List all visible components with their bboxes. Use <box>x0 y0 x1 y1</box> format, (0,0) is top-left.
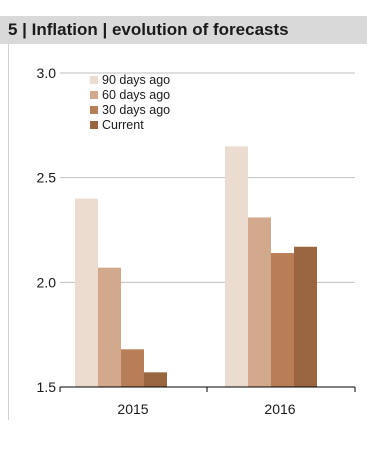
legend-label: 90 days ago <box>102 73 170 87</box>
y-tick-label: 3.0 <box>37 65 57 81</box>
bar-current-2016 <box>294 246 317 387</box>
y-tick-label: 1.5 <box>37 379 57 395</box>
legend-label: Current <box>102 118 144 132</box>
legend-swatch <box>90 76 98 84</box>
x-tick-label: 2015 <box>117 401 148 417</box>
bar-60-days-ago-2015 <box>98 267 121 387</box>
bar-30-days-ago-2015 <box>121 349 144 387</box>
x-axis-ticks: 2015 2016 <box>117 401 295 417</box>
x-tick-label: 2016 <box>264 401 295 417</box>
chart-title: 5 | Inflation | evolution of forecasts <box>8 20 289 39</box>
y-axis-ticks: 3.0 2.5 2.0 1.5 <box>37 65 57 395</box>
legend-swatch <box>90 106 98 114</box>
legend-label: 60 days ago <box>102 88 170 102</box>
bar-90-days-ago-2016 <box>225 146 248 387</box>
chart-header: 5 | Inflation | evolution of forecasts <box>0 16 367 44</box>
bars <box>75 146 317 387</box>
y-tick-label: 2.0 <box>37 274 57 290</box>
axes <box>59 386 356 392</box>
bar-current-2015 <box>144 372 167 387</box>
bar-60-days-ago-2016 <box>248 217 271 387</box>
panel-left-border <box>8 44 9 420</box>
legend-label: 30 days ago <box>102 103 170 117</box>
y-tick-label: 2.5 <box>37 170 57 186</box>
legend-swatch <box>90 91 98 99</box>
bar-90-days-ago-2015 <box>75 198 98 387</box>
legend-swatch <box>90 121 98 129</box>
bar-30-days-ago-2016 <box>271 253 294 387</box>
